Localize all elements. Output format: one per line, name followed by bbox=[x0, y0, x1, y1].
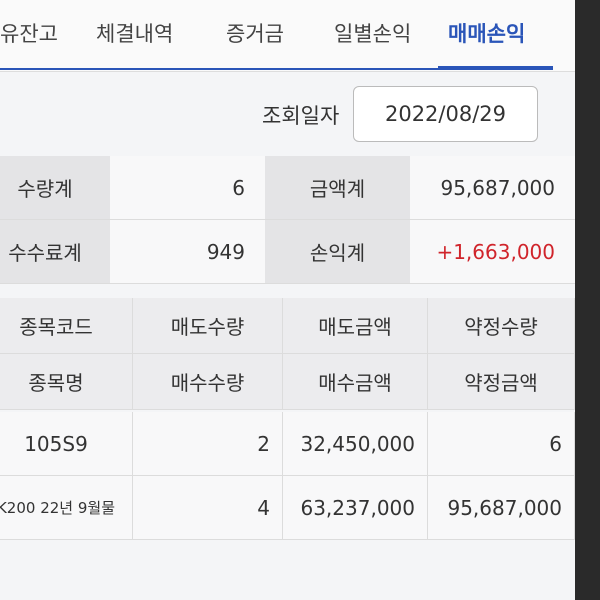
tab-line bbox=[0, 68, 553, 70]
screen: 유잔고 체결내역 증거금 일별손익 매매손익 조회일자 2022/08/29 ›… bbox=[0, 0, 575, 600]
table-header: 매도수량 bbox=[133, 298, 283, 354]
tab[interactable]: 일별손익 bbox=[334, 22, 412, 46]
table-header: 약정금액 bbox=[428, 354, 575, 410]
table-header: 종목명 bbox=[0, 354, 133, 410]
table-header: 매도금액 bbox=[283, 298, 428, 354]
summary-label: 수량계 bbox=[0, 156, 110, 220]
tab-bar bbox=[0, 0, 575, 72]
tab[interactable]: 체결내역 bbox=[96, 22, 174, 46]
table-cell: 105S9 bbox=[0, 412, 133, 476]
summary-label: 손익계 bbox=[265, 220, 410, 284]
summary-label: 금액계 bbox=[265, 156, 410, 220]
summary-value: +1,663,000 bbox=[410, 220, 575, 284]
tab[interactable]: 유잔고 bbox=[0, 22, 58, 46]
summary-label: 수수료계 bbox=[0, 220, 110, 284]
date-input[interactable]: 2022/08/29 bbox=[353, 86, 538, 142]
table-cell: 32,450,000 bbox=[283, 412, 428, 476]
summary-value: 95,687,000 bbox=[410, 156, 575, 220]
summary-value: 949 bbox=[110, 220, 265, 284]
table-cell: 2 bbox=[133, 412, 283, 476]
summary-value: 6 bbox=[110, 156, 265, 220]
table-cell: 4 bbox=[133, 476, 283, 540]
table-cell: 63,237,000 bbox=[283, 476, 428, 540]
table-header: 매수수량 bbox=[133, 354, 283, 410]
tab-active[interactable]: 매매손익 bbox=[448, 22, 526, 46]
table-header: 매수금액 bbox=[283, 354, 428, 410]
table-header: 종목코드 bbox=[0, 298, 133, 354]
table-cell: 6 bbox=[428, 412, 575, 476]
tab[interactable]: 증거금 bbox=[226, 22, 284, 46]
table-cell: K200 22년 9월물 bbox=[0, 476, 133, 540]
table-cell: 95,687,000 bbox=[428, 476, 575, 540]
query-label: 조회일자 bbox=[262, 104, 340, 128]
table-header: 약정수량 bbox=[428, 298, 575, 354]
